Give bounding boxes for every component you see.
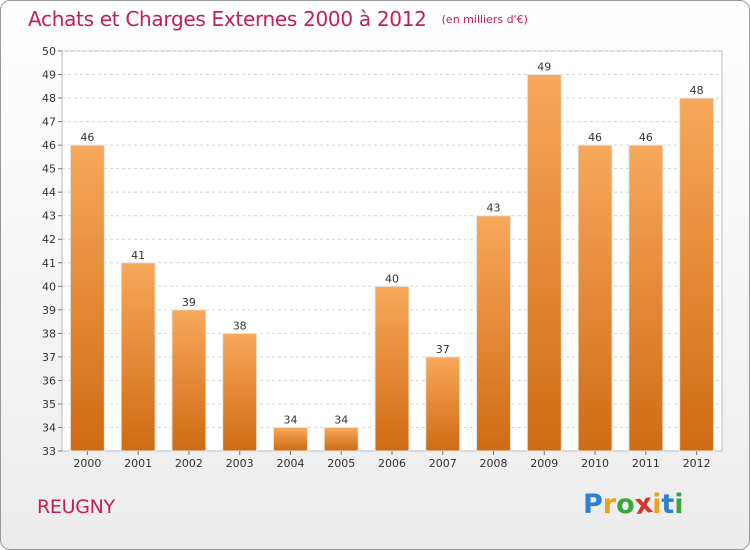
y-tick-label: 46	[42, 139, 56, 152]
commune-name: REUGNY	[37, 496, 115, 518]
y-tick-label: 33	[42, 445, 56, 458]
bar	[272, 426, 308, 452]
bar	[679, 97, 715, 452]
x-tick-label: 2006	[378, 457, 406, 470]
title-row: Achats et Charges Externes 2000 à 2012 (…	[28, 7, 528, 31]
data-label: 46	[588, 131, 602, 144]
data-label: 34	[334, 413, 348, 426]
x-tick-label: 2003	[226, 457, 254, 470]
y-tick-label: 47	[42, 116, 56, 129]
data-label: 48	[690, 84, 704, 97]
y-tick-label: 38	[42, 327, 56, 340]
chart-subtitle: (en milliers d'€)	[441, 13, 528, 26]
logo-letter: r	[602, 489, 617, 520]
x-tick-label: 2009	[530, 457, 558, 470]
logo-letter: i	[652, 489, 662, 520]
data-label: 34	[283, 413, 297, 426]
y-tick-label: 36	[42, 374, 56, 387]
x-tick-label: 2010	[581, 457, 609, 470]
x-tick-label: 2001	[124, 457, 152, 470]
bar	[476, 215, 512, 452]
proxiti-logo: Proxiti	[583, 487, 684, 522]
logo-letter: o	[616, 489, 635, 520]
data-label: 38	[233, 319, 247, 332]
y-tick-label: 41	[42, 257, 56, 270]
x-tick-label: 2011	[632, 457, 660, 470]
bar	[323, 426, 359, 452]
bar	[120, 262, 156, 452]
y-tick-label: 37	[42, 351, 56, 364]
x-tick-label: 2007	[429, 457, 457, 470]
data-label: 40	[385, 272, 399, 285]
logo-letter: x	[632, 487, 655, 522]
data-label: 49	[537, 61, 551, 74]
logo-letter: i	[674, 489, 684, 520]
y-tick-label: 44	[42, 186, 56, 199]
y-tick-label: 43	[42, 210, 56, 223]
x-tick-label: 2002	[175, 457, 203, 470]
data-label: 46	[80, 131, 94, 144]
bar	[171, 309, 207, 452]
y-tick-label: 39	[42, 304, 56, 317]
bar	[374, 285, 410, 452]
x-tick-label: 2008	[480, 457, 508, 470]
y-tick-label: 40	[42, 280, 56, 293]
data-label: 41	[131, 249, 145, 262]
data-label: 37	[436, 343, 450, 356]
data-label: 43	[487, 202, 501, 215]
bar	[222, 332, 258, 452]
y-tick-label: 49	[42, 69, 56, 82]
data-label: 46	[639, 131, 653, 144]
x-tick-label: 2005	[327, 457, 355, 470]
chart-title: Achats et Charges Externes 2000 à 2012	[28, 7, 427, 31]
y-tick-label: 34	[42, 421, 56, 434]
x-tick-label: 2004	[276, 457, 304, 470]
y-tick-label: 42	[42, 233, 56, 246]
bar	[526, 74, 562, 452]
bar	[69, 144, 105, 452]
x-tick-label: 2000	[73, 457, 101, 470]
logo-letter: t	[661, 489, 675, 520]
data-label: 39	[182, 296, 196, 309]
y-tick-label: 45	[42, 163, 56, 176]
bar	[425, 356, 461, 452]
bar	[628, 144, 664, 452]
y-tick-label: 50	[42, 45, 56, 58]
y-tick-label: 35	[42, 398, 56, 411]
logo-letter: P	[583, 489, 603, 520]
bar	[577, 144, 613, 452]
y-tick-label: 48	[42, 92, 56, 105]
x-tick-label: 2012	[683, 457, 711, 470]
